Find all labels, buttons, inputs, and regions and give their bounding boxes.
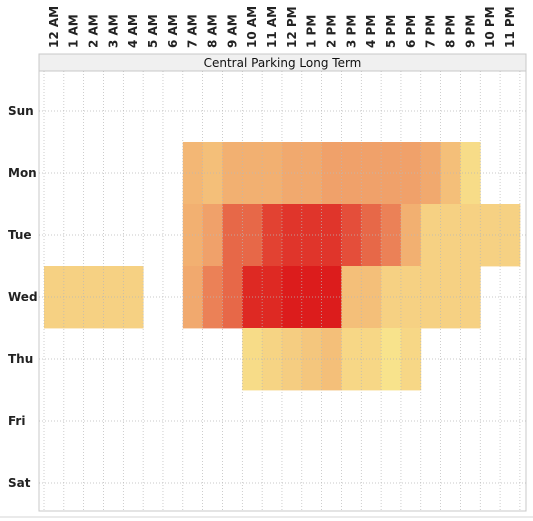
y-tick-label: Tue [8, 228, 32, 242]
heat-cell [202, 266, 223, 329]
chart-title: Central Parking Long Term [204, 56, 362, 70]
x-tick-label: 11 AM [265, 6, 279, 48]
x-tick-label: 11 PM [503, 6, 517, 48]
y-tick-label: Fri [8, 414, 25, 428]
heat-cell [301, 204, 323, 267]
heat-cell [361, 204, 382, 267]
heat-cell [480, 204, 501, 267]
x-tick-label: 2 AM [87, 14, 101, 48]
heat-cell [361, 328, 382, 391]
x-tick-label: 5 AM [146, 14, 160, 48]
heat-cell [420, 204, 441, 267]
y-tick-label: Wed [8, 290, 38, 304]
heat-cell [321, 266, 342, 329]
x-tick-label: 12 PM [285, 6, 299, 48]
heat-cell [262, 204, 283, 267]
heat-cell [262, 142, 283, 205]
heat-cell [460, 266, 481, 329]
x-tick-label: 6 AM [166, 14, 180, 48]
x-tick-label: 10 PM [483, 6, 497, 48]
heat-cell [321, 328, 342, 391]
heat-cell [460, 204, 481, 267]
heat-cell [222, 142, 243, 205]
y-tick-label: Thu [8, 352, 33, 366]
x-tick-label: 1 PM [305, 15, 319, 48]
heat-cell [381, 266, 402, 329]
y-tick-label: Mon [8, 166, 37, 180]
x-tick-label: 6 PM [404, 15, 418, 48]
heat-cell [361, 142, 382, 205]
heat-cell [281, 142, 303, 205]
x-tick-label: 12 AM [47, 6, 61, 48]
heat-cell [123, 266, 144, 329]
heat-cell [281, 266, 303, 329]
heat-cell [381, 204, 402, 267]
x-tick-label: 5 PM [384, 15, 398, 48]
heat-cell [222, 266, 243, 329]
heat-cell [262, 266, 283, 329]
heat-cell [301, 328, 323, 391]
x-tick-label: 8 AM [206, 14, 220, 48]
heat-cell [103, 266, 124, 329]
heat-cell [202, 204, 223, 267]
heat-cell [222, 204, 243, 267]
x-tick-label: 9 AM [225, 14, 239, 48]
heat-cell [321, 204, 342, 267]
x-tick-label: 4 PM [364, 15, 378, 48]
x-tick-label: 7 PM [424, 15, 438, 48]
x-tick-label: 2 PM [325, 15, 339, 48]
heat-cell [281, 328, 303, 391]
heat-cell [460, 142, 481, 205]
y-tick-label: Sun [8, 104, 34, 118]
x-tick-label: 1 AM [67, 14, 81, 48]
x-tick-label: 3 PM [344, 15, 358, 48]
heat-cell [301, 266, 323, 329]
heat-cell [202, 142, 223, 205]
heat-cell [381, 328, 402, 391]
heat-cell [420, 142, 441, 205]
heat-cell [381, 142, 402, 205]
heat-cell [281, 204, 303, 267]
heat-cell [301, 142, 323, 205]
x-tick-label: 9 PM [463, 15, 477, 48]
x-tick-label: 7 AM [186, 14, 200, 48]
heat-cell [361, 266, 382, 329]
x-tick-label: 10 AM [245, 6, 259, 48]
heat-cell [321, 142, 342, 205]
y-tick-label: Sat [8, 476, 31, 490]
heat-cell [262, 328, 283, 391]
x-tick-label: 3 AM [106, 14, 120, 48]
x-tick-label: 4 AM [126, 14, 140, 48]
title-bar [38, 53, 527, 72]
heat-cell [63, 266, 85, 329]
heat-cell [420, 266, 441, 329]
x-tick-label: 8 PM [444, 15, 458, 48]
